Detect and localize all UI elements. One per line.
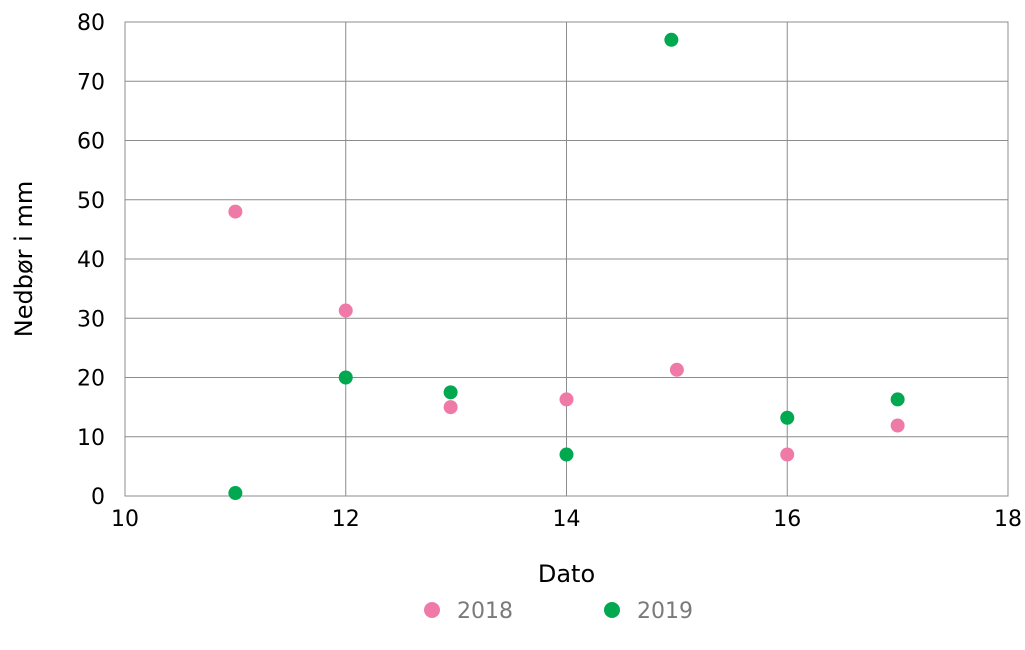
plot-frame xyxy=(124,21,1009,497)
point-2018-3 xyxy=(559,392,574,407)
legend: 2018 2019 xyxy=(424,599,693,624)
y-tick-label-70: 70 xyxy=(77,70,105,95)
point-2018-5 xyxy=(780,447,795,462)
point-2018-0 xyxy=(228,204,243,219)
y-tick-label-40: 40 xyxy=(77,248,105,273)
x-tick-label-14: 14 xyxy=(553,507,581,532)
legend-label-2018: 2018 xyxy=(457,599,513,624)
point-2018-6 xyxy=(890,418,905,433)
point-2019-6 xyxy=(890,392,905,407)
legend-marker-2019 xyxy=(604,602,620,618)
legend-label-2019: 2019 xyxy=(637,599,693,624)
y-tick-label-50: 50 xyxy=(77,189,105,214)
point-2018-1 xyxy=(338,303,353,318)
y-tick-label-0: 0 xyxy=(91,485,105,510)
point-2019-4 xyxy=(664,32,679,47)
y-tick-label-10: 10 xyxy=(77,426,105,451)
point-2019-2 xyxy=(443,385,458,400)
x-tick-label-12: 12 xyxy=(332,507,360,532)
point-2019-1 xyxy=(338,370,353,385)
point-2019-3 xyxy=(559,447,574,462)
legend-marker-2018 xyxy=(424,602,440,618)
point-2019-5 xyxy=(780,410,795,425)
y-tick-label-30: 30 xyxy=(77,307,105,332)
y-tick-label-20: 20 xyxy=(77,367,105,392)
point-2018-4 xyxy=(669,362,684,377)
grid xyxy=(124,21,1009,497)
data-points xyxy=(228,32,905,501)
y-tick-label-80: 80 xyxy=(77,11,105,36)
x-tick-label-18: 18 xyxy=(994,507,1022,532)
x-tick-label-10: 10 xyxy=(111,507,139,532)
y-axis-label: Nedbør i mm xyxy=(10,181,38,337)
point-2018-2 xyxy=(443,400,458,415)
point-2019-0 xyxy=(228,486,243,501)
x-axis-label: Dato xyxy=(538,560,595,588)
y-tick-label-60: 60 xyxy=(77,130,105,155)
x-tick-label-16: 16 xyxy=(773,507,801,532)
